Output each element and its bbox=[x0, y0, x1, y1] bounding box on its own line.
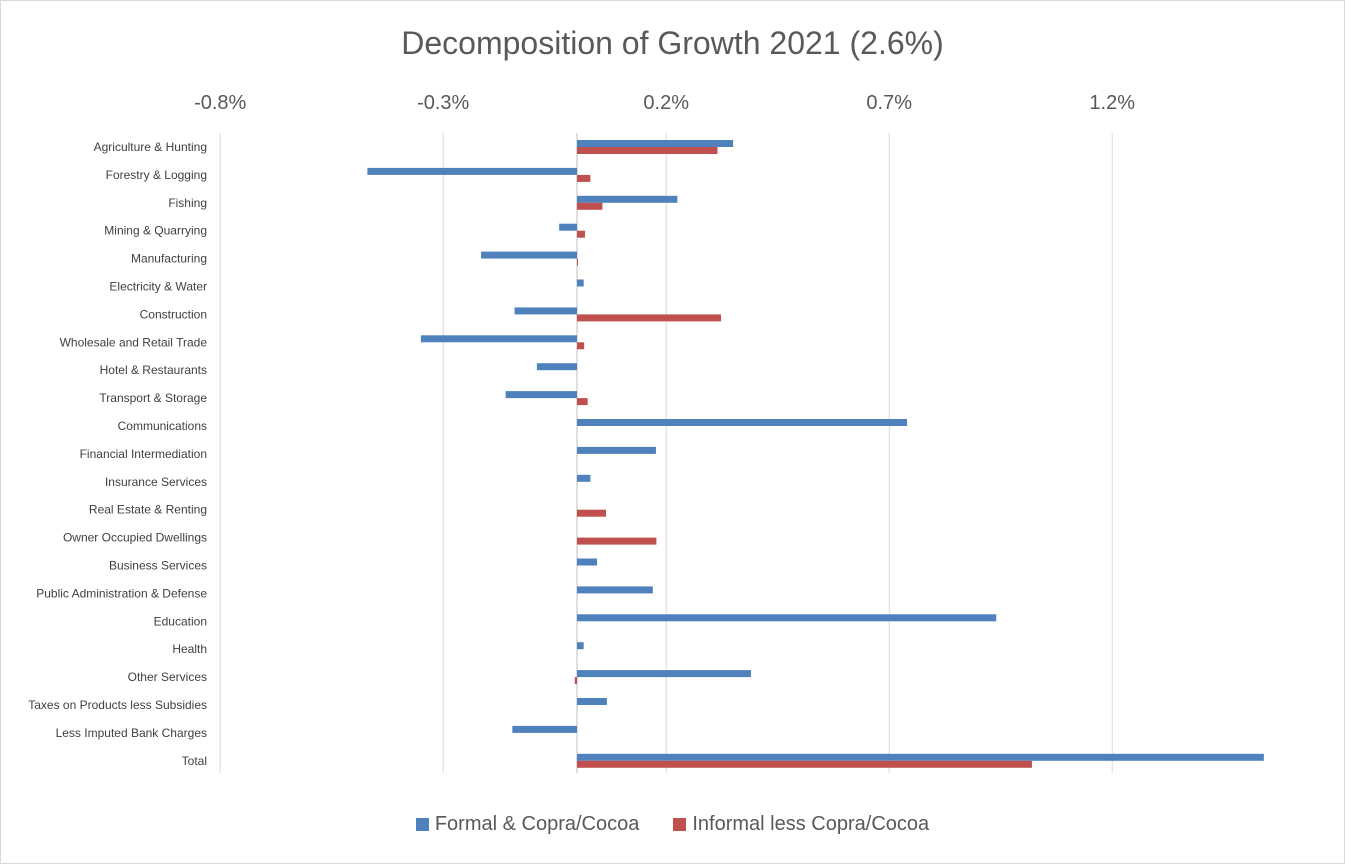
category-label: Manufacturing bbox=[131, 252, 207, 266]
category-label: Insurance Services bbox=[105, 475, 207, 489]
category-label: Taxes on Products less Subsidies bbox=[28, 698, 207, 712]
category-label: Electricity & Water bbox=[109, 280, 207, 294]
bar-formal bbox=[577, 419, 908, 426]
bar-formal bbox=[367, 167, 577, 175]
category-label: Construction bbox=[140, 307, 207, 321]
x-tick-label: 1.2% bbox=[1089, 92, 1135, 114]
legend-swatch-informal bbox=[673, 818, 687, 831]
legend-label-informal: Informal less Copra/Cocoa bbox=[692, 813, 930, 835]
category-label: Forestry & Logging bbox=[106, 168, 207, 182]
x-tick-label: -0.8% bbox=[194, 92, 246, 114]
bar-informal bbox=[577, 537, 657, 545]
legend-item-informal: Informal less Copra/Cocoa bbox=[673, 813, 929, 836]
bar-informal bbox=[577, 509, 606, 517]
category-label: Hotel & Restaurants bbox=[100, 363, 207, 377]
bar-informal bbox=[577, 147, 718, 154]
chart-legend: Formal & Copra/Cocoa Informal less Copra… bbox=[1, 813, 1344, 836]
chart-title: Decomposition of Growth 2021 (2.6%) bbox=[401, 25, 944, 61]
category-label: Public Administration & Defense bbox=[36, 586, 207, 600]
bar-formal bbox=[577, 698, 607, 705]
category-label: Total bbox=[182, 754, 207, 768]
bar-informal bbox=[577, 258, 578, 266]
category-label: Other Services bbox=[128, 670, 207, 684]
bar-informal bbox=[577, 342, 585, 350]
category-label: Health bbox=[172, 642, 207, 656]
category-label: Wholesale and Retail Trade bbox=[60, 335, 208, 349]
bar-formal bbox=[577, 586, 653, 594]
bar-informal bbox=[577, 760, 1032, 768]
bar-formal bbox=[577, 614, 997, 622]
category-label: Agriculture & Hunting bbox=[94, 140, 207, 154]
legend-label-formal: Formal & Copra/Cocoa bbox=[434, 813, 640, 835]
bar-formal bbox=[577, 753, 1264, 761]
x-tick-label: 0.7% bbox=[866, 92, 912, 114]
category-label: Education bbox=[154, 614, 207, 628]
legend-swatch-formal bbox=[415, 818, 429, 831]
category-label: Owner Occupied Dwellings bbox=[63, 531, 207, 545]
bar-informal bbox=[577, 230, 586, 238]
bar-formal bbox=[536, 363, 577, 371]
bar-formal bbox=[512, 725, 577, 733]
category-label: Fishing bbox=[168, 196, 207, 210]
bar-formal bbox=[577, 474, 591, 482]
bar-informal bbox=[577, 202, 603, 210]
bar-formal bbox=[505, 391, 577, 399]
legend-item-formal: Formal & Copra/Cocoa bbox=[415, 813, 640, 836]
x-tick-label: 0.2% bbox=[643, 92, 689, 114]
bar-formal bbox=[577, 446, 656, 454]
category-label: Financial Intermediation bbox=[80, 447, 207, 461]
category-label: Business Services bbox=[109, 559, 207, 573]
bar-formal bbox=[481, 251, 577, 259]
bar-informal bbox=[577, 174, 591, 182]
bar-formal bbox=[514, 307, 577, 315]
bar-informal bbox=[577, 314, 722, 322]
bar-formal bbox=[420, 335, 577, 343]
bar-formal bbox=[577, 279, 584, 287]
bar-informal bbox=[577, 398, 588, 406]
x-tick-label: -0.3% bbox=[417, 92, 469, 114]
category-label: Communications bbox=[118, 419, 207, 433]
category-label: Mining & Quarrying bbox=[104, 224, 207, 238]
category-label: Transport & Storage bbox=[99, 391, 207, 405]
bar-formal bbox=[577, 558, 598, 566]
category-label: Real Estate & Renting bbox=[89, 503, 207, 517]
bar-formal bbox=[577, 195, 678, 203]
bar-formal bbox=[577, 642, 584, 650]
bar-formal bbox=[577, 670, 751, 678]
bar-formal bbox=[577, 140, 734, 147]
category-label: Less Imputed Bank Charges bbox=[56, 726, 207, 740]
bar-formal bbox=[559, 223, 577, 231]
bar-informal bbox=[574, 677, 577, 685]
